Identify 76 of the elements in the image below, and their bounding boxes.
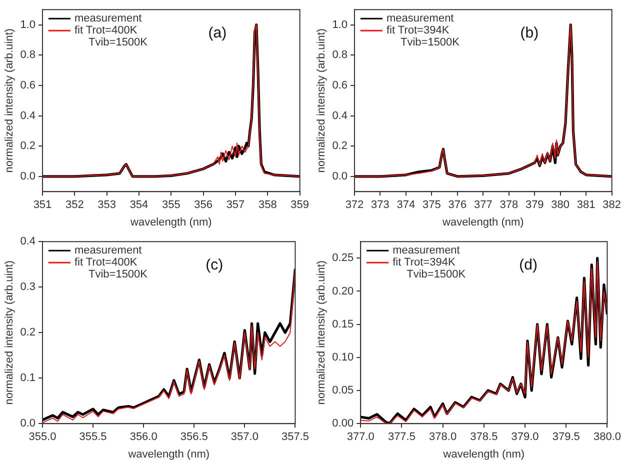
- x-tick-label: 382: [602, 199, 622, 212]
- y-axis-title: normalized intensity (arb.uint): [4, 260, 16, 405]
- y-tick-label: 0.05: [332, 384, 354, 397]
- x-tick-label: 380: [551, 199, 570, 212]
- x-tick-label: 378: [500, 199, 518, 212]
- x-tick-label: 381: [576, 199, 596, 212]
- legend-label: measurement: [386, 12, 454, 25]
- x-axis-title: wavelength (nm): [441, 216, 524, 228]
- y-axis-title: normalized intensity (arb.uint): [4, 28, 16, 173]
- x-tick-label: 351: [33, 199, 52, 212]
- x-tick-label: 352: [65, 199, 84, 212]
- x-tick-label: 356.0: [130, 431, 158, 444]
- legend-label: fit Trot=400K Tvib=1500K: [74, 24, 148, 49]
- x-tick-label: 378.0: [429, 431, 457, 444]
- x-tick-label: 380.0: [593, 431, 621, 444]
- legend-label: measurement: [74, 12, 142, 25]
- x-tick-label: 355: [162, 199, 180, 212]
- y-tick-label: 0.0: [20, 170, 36, 182]
- x-tick-label: 357.5: [281, 431, 309, 444]
- x-tick-label: 379: [525, 199, 544, 212]
- x-tick-label: 379.5: [552, 431, 580, 444]
- y-axis-title: normalized intensity (arb.uint): [316, 260, 328, 405]
- annotation: (b): [520, 24, 539, 42]
- x-tick-label: 354: [130, 199, 148, 212]
- y-tick-label: 0.2: [332, 140, 348, 152]
- x-tick-label: 353: [98, 199, 116, 212]
- y-tick-label: 0.25: [332, 252, 354, 264]
- annotation: (d): [519, 256, 538, 274]
- x-tick-label: 377: [474, 199, 492, 212]
- y-tick-label: 0.20: [332, 285, 354, 298]
- y-tick-label: 0.0: [20, 418, 36, 430]
- y-tick-label: 0.8: [332, 49, 348, 62]
- y-tick-label: 1.0: [332, 18, 348, 31]
- x-axis-title: wavelength (nm): [129, 216, 212, 228]
- y-tick-label: 0.1: [20, 372, 36, 384]
- y-tick-label: 0.4: [20, 110, 36, 122]
- annotation: (a): [208, 24, 227, 42]
- y-axis-title: normalized intensity (arb.uint): [316, 28, 328, 173]
- legend-label: measurement: [392, 244, 460, 257]
- y-tick-label: 0.2: [20, 140, 36, 152]
- y-tick-label: 1.0: [20, 18, 36, 31]
- y-tick-label: 0.0: [332, 170, 348, 182]
- x-tick-label: 355.5: [79, 431, 107, 444]
- x-tick-label: 359: [290, 199, 310, 212]
- legend-label: fit Trot=394K Tvib=1500K: [392, 256, 466, 281]
- x-tick-label: 377.0: [346, 431, 374, 444]
- x-axis-title: wavelength (nm): [127, 448, 210, 460]
- x-tick-label: 378.5: [470, 431, 498, 444]
- x-tick-label: 355.0: [28, 431, 56, 444]
- y-tick-label: 0.15: [332, 318, 354, 330]
- x-tick-label: 377.5: [388, 431, 416, 444]
- y-tick-label: 0.8: [20, 49, 36, 62]
- x-tick-label: 374: [396, 199, 416, 212]
- x-tick-label: 358: [258, 199, 277, 212]
- x-tick-label: 357: [226, 199, 245, 212]
- y-tick-label: 0.2: [20, 326, 36, 339]
- x-tick-label: 375: [422, 199, 441, 212]
- x-tick-label: 356.5: [180, 431, 208, 444]
- annotation: (c): [206, 256, 224, 274]
- x-tick-label: 376: [448, 199, 467, 212]
- x-tick-label: 356: [194, 199, 213, 212]
- x-tick-label: 373: [371, 199, 390, 212]
- legend-label: measurement: [74, 244, 142, 257]
- y-tick-label: 0.6: [20, 79, 36, 92]
- x-tick-label: 372: [345, 199, 364, 212]
- y-tick-label: 0.4: [332, 110, 348, 122]
- y-tick-label: 0.10: [332, 351, 354, 364]
- x-tick-label: 379.0: [511, 431, 539, 444]
- y-tick-label: 0.6: [332, 79, 348, 92]
- legend-label: fit Trot=394K Tvib=1500K: [386, 24, 460, 49]
- x-axis-title: wavelength (nm): [442, 448, 525, 460]
- legend-label: fit Trot=400K Tvib=1500K: [74, 256, 148, 281]
- x-tick-label: 357.0: [230, 431, 258, 444]
- y-tick-label: 0.4: [20, 236, 36, 248]
- y-tick-label: 0.3: [20, 281, 36, 294]
- y-tick-label: 0.00: [332, 418, 354, 430]
